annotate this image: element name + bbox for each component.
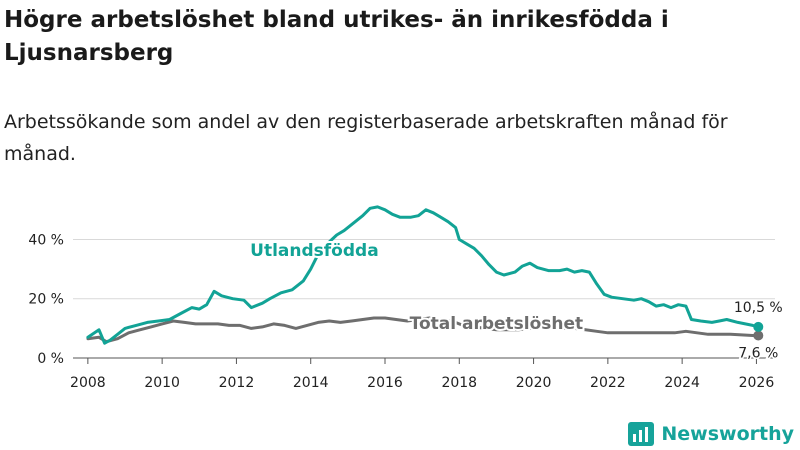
- series-label-total-arbetsloshet: Total arbetslöshet: [410, 314, 584, 334]
- y-tick-label: 20 %: [28, 292, 64, 308]
- chart-title: Högre arbetslöshet bland utrikes- än inr…: [4, 7, 669, 66]
- chart-subtitle: Arbetssökande som andel av den registerb…: [4, 111, 728, 165]
- x-tick-label: 2012: [219, 375, 255, 391]
- x-tick-label: 2024: [664, 375, 700, 391]
- x-tick-label: 2008: [70, 375, 106, 391]
- newsworthy-logo-icon: [628, 422, 655, 446]
- x-tick-label: 2018: [441, 375, 477, 391]
- brand-name: Newsworthy: [661, 423, 794, 445]
- series-line-total-arbetsloshet: [86, 316, 760, 344]
- x-tick-label: 2022: [590, 375, 626, 391]
- x-tick-label: 2010: [144, 375, 180, 391]
- y-tick-label: 40 %: [28, 232, 64, 248]
- x-tick-label: 2016: [367, 375, 403, 391]
- newsworthy-logo: Newsworthy: [628, 422, 794, 446]
- end-value-label-utlandsfodda: 10,5 %: [734, 300, 783, 316]
- series-label-utlandsfodda: Utlandsfödda: [250, 241, 379, 261]
- series-end-point-total-arbetsloshet: [753, 330, 764, 341]
- end-value-label-total-arbetsloshet: 7,6 %: [738, 345, 778, 361]
- series-line-utlandsfodda: [86, 205, 760, 345]
- x-tick-label: 2014: [293, 375, 329, 391]
- x-tick-label: 2026: [739, 375, 775, 391]
- x-tick-label: 2020: [516, 375, 552, 391]
- y-tick-label: 0 %: [37, 351, 64, 367]
- series-end-point-utlandsfodda: [753, 321, 764, 332]
